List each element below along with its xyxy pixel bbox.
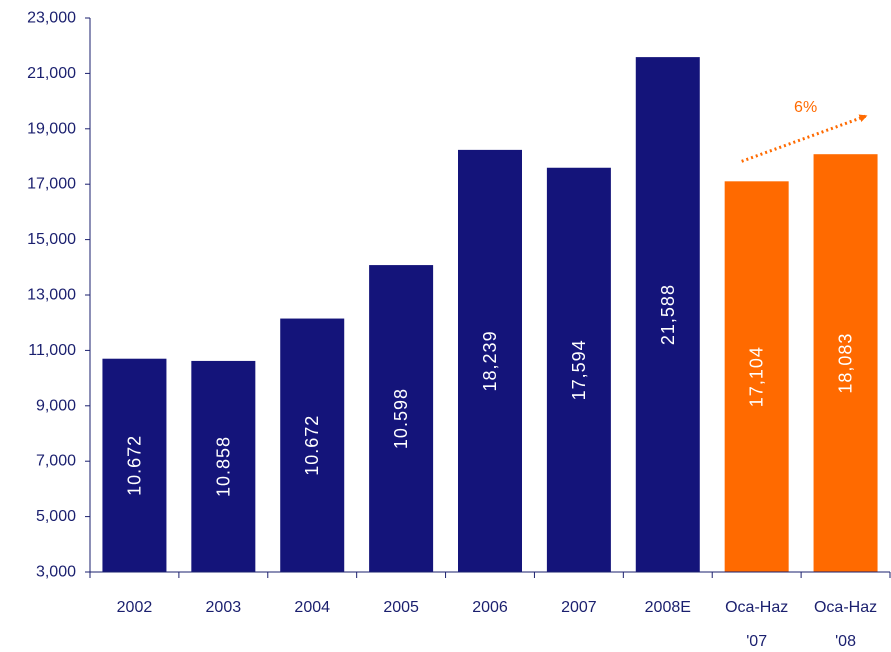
bar bbox=[280, 318, 345, 572]
bar-data-label: 18,239 bbox=[480, 330, 500, 391]
y-tick-label: 11,000 bbox=[28, 342, 76, 359]
y-tick-label: 15,000 bbox=[27, 231, 76, 248]
bar bbox=[546, 167, 611, 572]
y-tick-label: 9,000 bbox=[36, 397, 76, 414]
bar bbox=[458, 149, 522, 572]
y-axis: 3,000 5,000 7,000 9,000 11,000 13,000 15,000 17… bbox=[27, 10, 91, 581]
x-tick-label: 2007 bbox=[561, 599, 597, 616]
bar-data-label: 10.858 bbox=[213, 436, 233, 497]
bar bbox=[635, 57, 700, 572]
bar-data-label: 10.672 bbox=[124, 435, 144, 496]
x-tick-label: Oca-Haz '07 bbox=[725, 599, 788, 650]
y-tick-label: 19,000 bbox=[27, 120, 76, 137]
bar-data-label: 21,588 bbox=[658, 284, 678, 345]
bar bbox=[724, 181, 789, 572]
y-tick-label: 17,000 bbox=[27, 176, 76, 193]
bar bbox=[102, 358, 167, 572]
x-tick-label: 2004 bbox=[294, 599, 330, 616]
x-tick-label: 2008E bbox=[645, 599, 691, 616]
y-tick-label: 7,000 bbox=[36, 453, 76, 470]
bars-group bbox=[102, 57, 878, 572]
bar-data-label: 10.598 bbox=[391, 388, 411, 449]
x-tick-label: 2005 bbox=[383, 599, 419, 616]
annotations-group: 6% bbox=[741, 99, 868, 163]
bar-labels-group: 10.672 10.858 10.672 10.598 18,239 17,594 21,5… bbox=[124, 284, 855, 497]
growth-arrow bbox=[741, 114, 868, 163]
bar-data-label: 17,104 bbox=[747, 346, 767, 407]
x-tick-label: Oca-Haz '08 bbox=[814, 599, 877, 650]
x-tick-label: 2003 bbox=[206, 599, 242, 616]
bar-data-label: 18,083 bbox=[836, 333, 856, 394]
bar bbox=[813, 154, 878, 572]
bar bbox=[191, 360, 256, 572]
bar-data-label: 17,594 bbox=[569, 339, 589, 400]
x-axis: 2002 2003 2004 2005 2006 2007 2008E Oca-Haz '07 O… bbox=[89, 571, 891, 650]
y-tick-label: 23,000 bbox=[27, 10, 76, 27]
x-tick-label: 2002 bbox=[117, 599, 153, 616]
growth-annotation-label: 6% bbox=[794, 99, 817, 116]
x-tick-label: 2006 bbox=[472, 599, 508, 616]
y-tick-label: 21,000 bbox=[27, 65, 76, 82]
y-tick-label: 5,000 bbox=[36, 508, 76, 525]
bar-data-label: 10.672 bbox=[302, 415, 322, 476]
bar bbox=[369, 265, 434, 572]
y-tick-label: 13,000 bbox=[27, 287, 76, 304]
y-tick-label: 3,000 bbox=[36, 564, 76, 581]
